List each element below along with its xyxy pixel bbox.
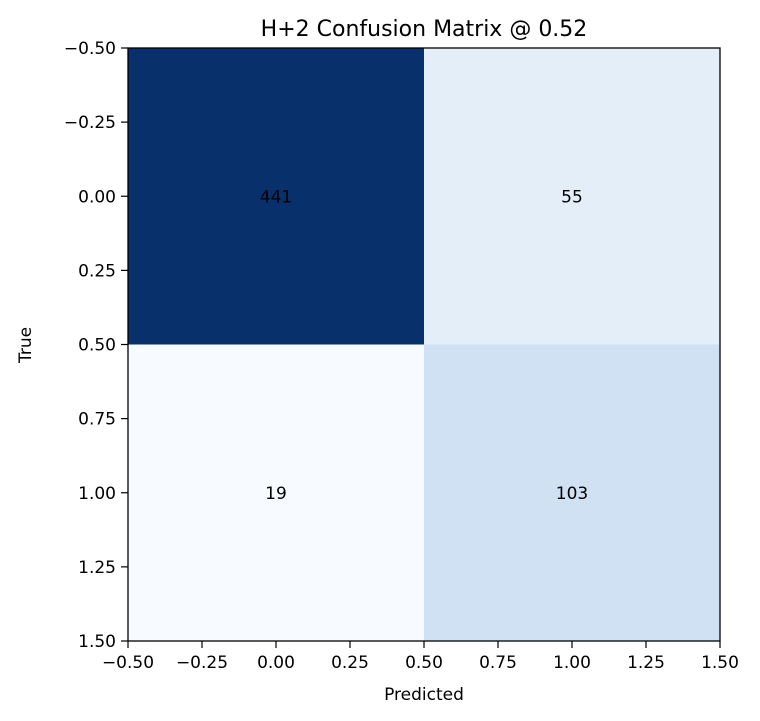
heatmap-cell-r1-c0 [128, 344, 424, 641]
y-tick-label: −0.25 [64, 113, 116, 133]
chart-title: H+2 Confusion Matrix @ 0.52 [261, 17, 588, 42]
y-tick-label: −0.50 [64, 39, 116, 59]
heatmap-cells [128, 48, 720, 641]
x-tick-label: −0.50 [102, 653, 154, 673]
y-tick-label: 0.75 [78, 410, 116, 430]
y-axis: −0.50 −0.25 0.00 0.25 0.50 0.75 1.00 1.25 1.50 [64, 39, 128, 652]
y-tick-label: 1.25 [78, 558, 116, 578]
cell-value-r1-c0: 19 [265, 484, 287, 504]
heatmap-cell-r1-c1 [424, 344, 720, 641]
x-tick-label: 0.00 [257, 653, 295, 673]
y-axis-label: True [16, 327, 36, 364]
y-tick-label: 0.25 [78, 261, 116, 281]
y-tick-label: 0.00 [78, 187, 116, 207]
cell-value-r1-c1: 103 [556, 484, 588, 504]
x-tick-label: 0.75 [479, 653, 517, 673]
y-tick-label: 0.50 [78, 336, 116, 356]
cell-value-r0-c1: 55 [561, 187, 583, 207]
heatmap-cell-r0-c1 [424, 48, 720, 345]
x-axis: −0.50 −0.25 0.00 0.25 0.50 0.75 1.00 1.25 1.50 [102, 641, 739, 673]
x-tick-label: −0.25 [176, 653, 228, 673]
x-tick-label: 1.50 [701, 653, 739, 673]
cell-value-r0-c0: 441 [260, 187, 292, 207]
y-tick-label: 1.00 [78, 484, 116, 504]
x-tick-label: 1.25 [627, 653, 665, 673]
x-axis-label: Predicted [384, 685, 464, 705]
heatmap-cell-r0-c0 [128, 48, 424, 345]
heatmap-cell-labels: 441 55 19 103 [260, 187, 588, 504]
x-tick-label: 0.25 [331, 653, 369, 673]
x-tick-label: 1.00 [553, 653, 591, 673]
y-tick-label: 1.50 [78, 632, 116, 652]
x-tick-label: 0.50 [405, 653, 443, 673]
